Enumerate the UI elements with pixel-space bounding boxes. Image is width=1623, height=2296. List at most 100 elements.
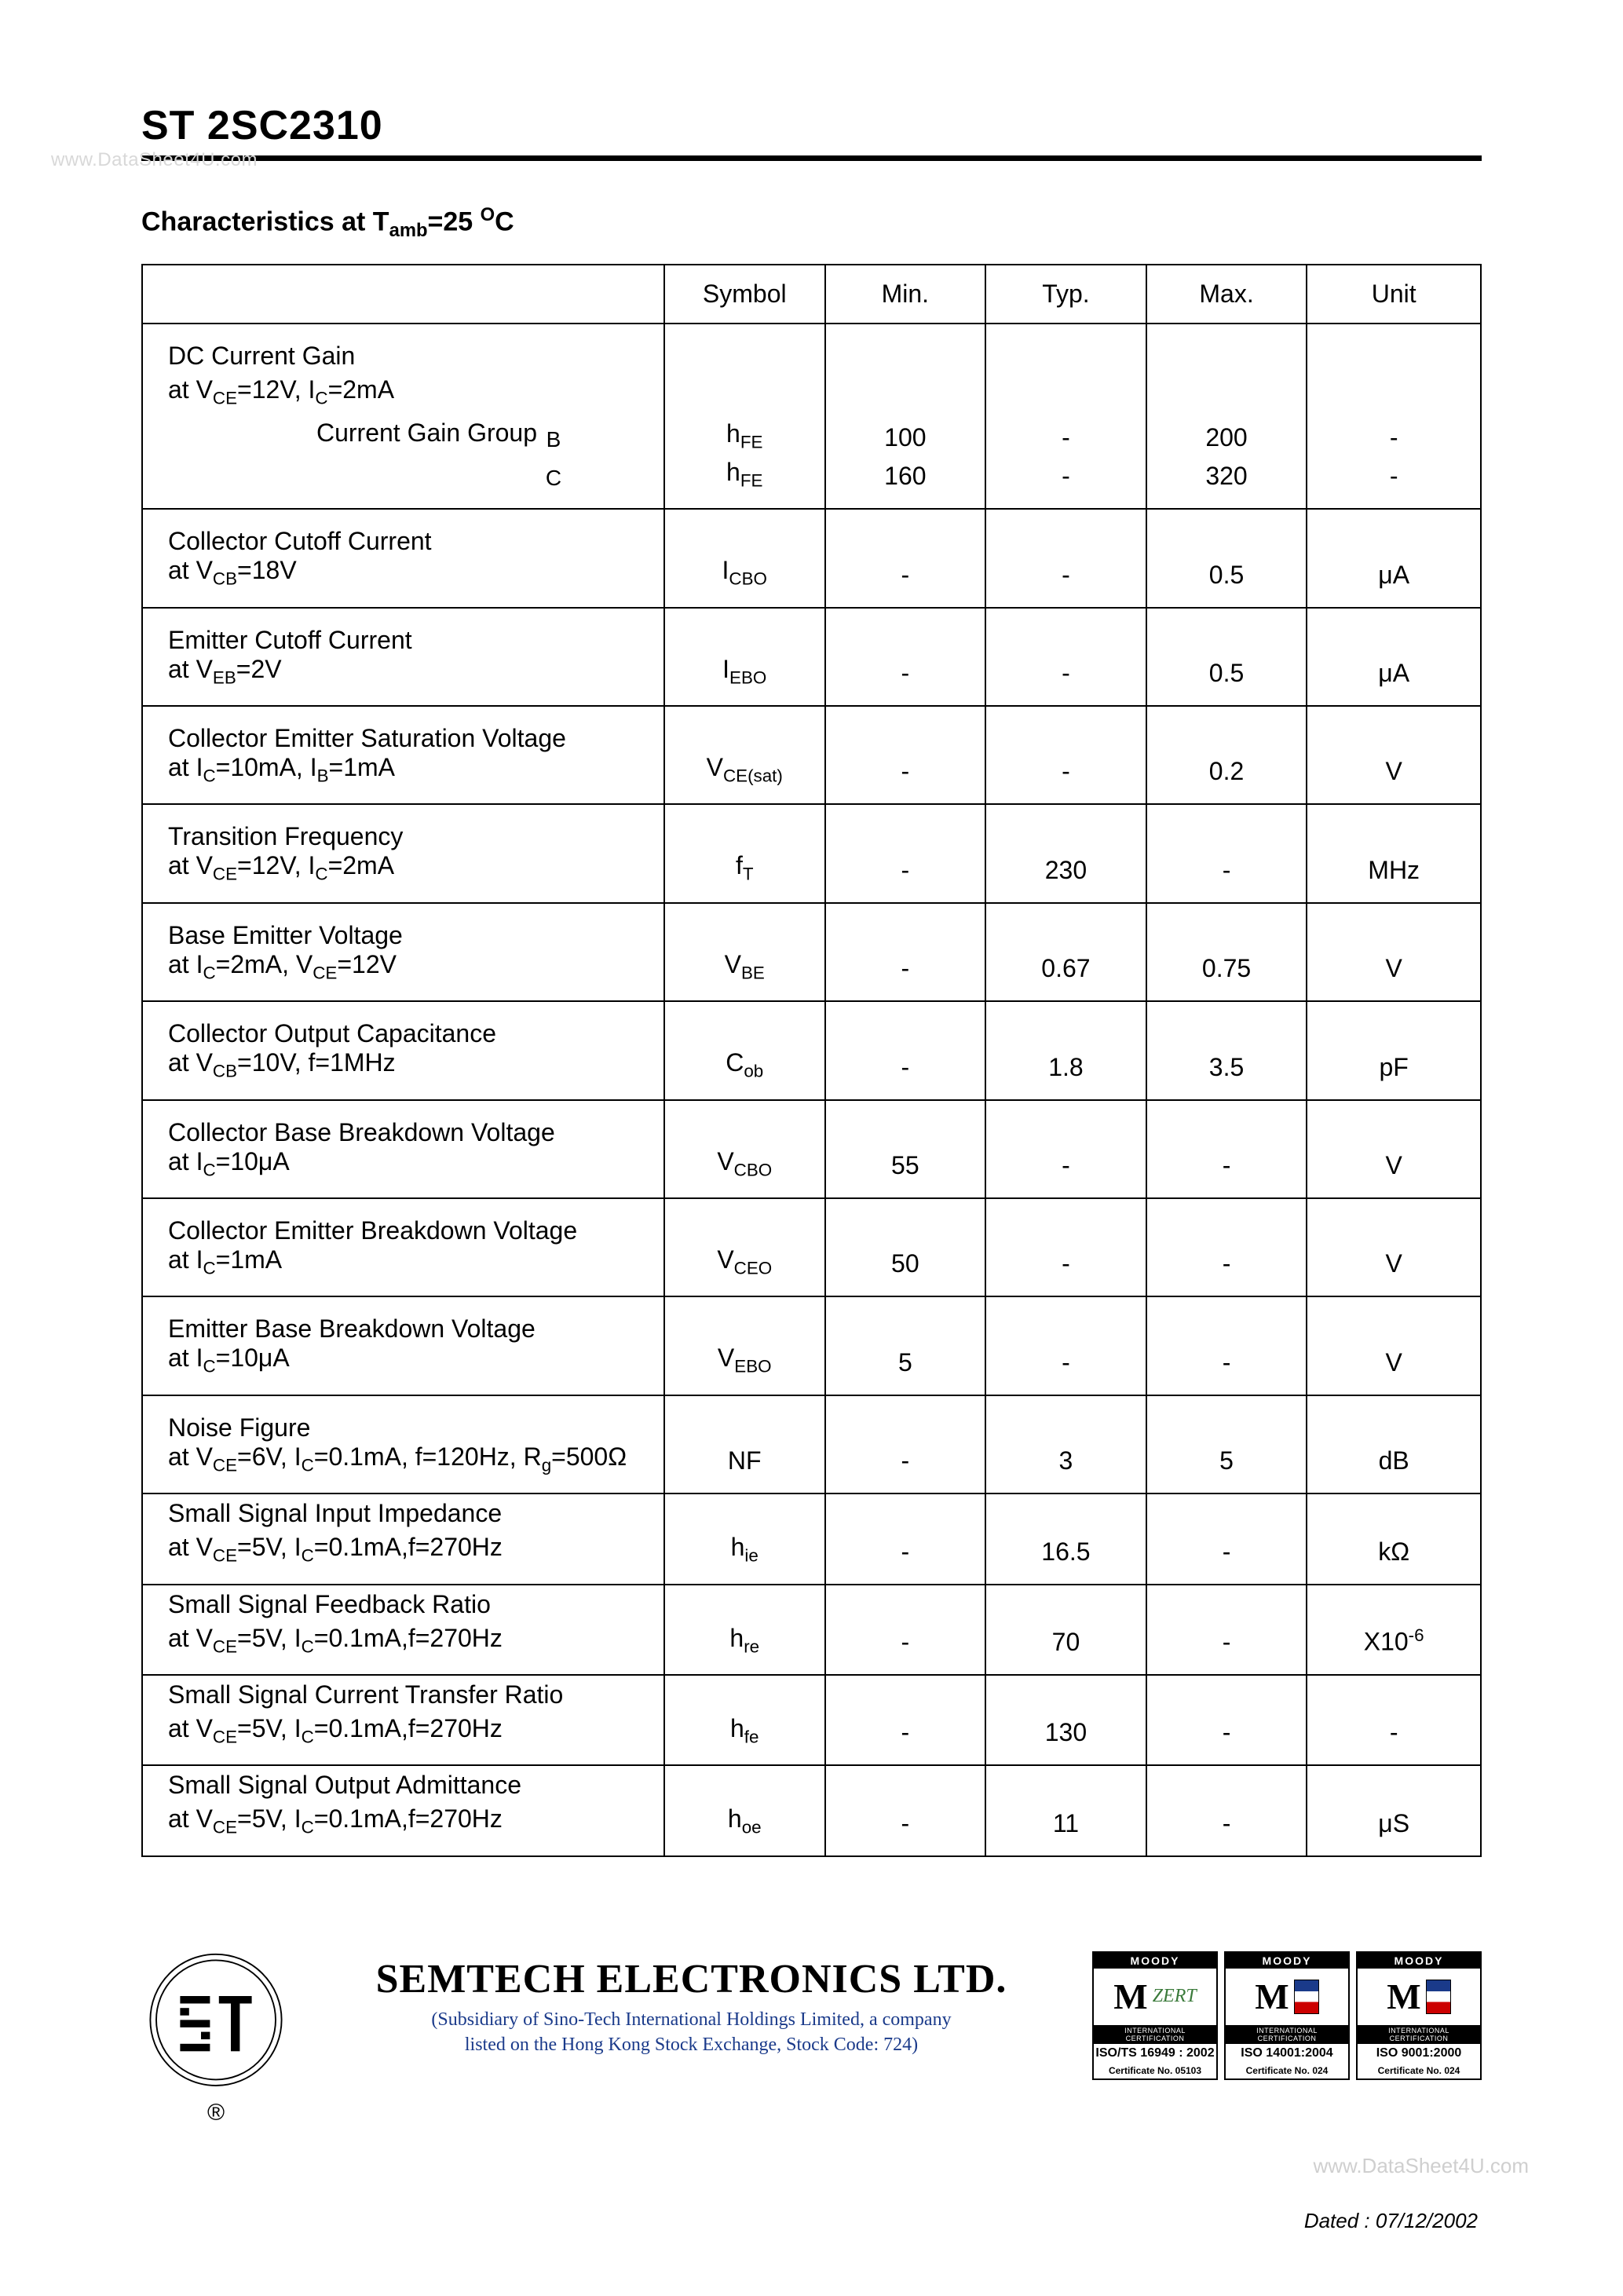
cell-unit: μA — [1307, 556, 1481, 607]
cell-symbol — [664, 1198, 825, 1245]
cell-symbol: IEBO — [664, 655, 825, 706]
table-row: at VEB=2VIEBO--0.5μA — [142, 655, 1481, 706]
table-row: Collector Emitter Saturation Voltage — [142, 706, 1481, 753]
cell-symbol — [664, 903, 825, 950]
cell-parameter: at IC=10μA — [142, 1147, 664, 1198]
cell-parameter: Collector Emitter Saturation Voltage — [142, 706, 664, 753]
cell-min — [825, 804, 986, 851]
cell-parameter: Collector Emitter Breakdown Voltage — [142, 1198, 664, 1245]
cell-typ — [985, 371, 1146, 413]
cell-max: - — [1146, 1245, 1307, 1296]
cell-unit — [1307, 371, 1481, 413]
cell-typ — [985, 1675, 1146, 1714]
cell-typ: - — [985, 414, 1146, 457]
cell-parameter: at VCB=18V — [142, 556, 664, 607]
cell-parameter: at VEB=2V — [142, 655, 664, 706]
cell-unit: V — [1307, 1147, 1481, 1198]
cell-symbol — [664, 608, 825, 655]
cell-symbol: hoe — [664, 1804, 825, 1855]
col-typ: Typ. — [985, 265, 1146, 324]
cell-max: 0.5 — [1146, 655, 1307, 706]
table-row: Transition Frequency — [142, 804, 1481, 851]
company-sub-line2: listed on the Hong Kong Stock Exchange, … — [465, 2035, 918, 2055]
cell-min: 100 — [825, 414, 986, 457]
cell-parameter: at VCE=5V, IC=0.1mA,f=270Hz — [142, 1714, 664, 1765]
cell-parameter: Noise Figure — [142, 1395, 664, 1442]
cell-typ — [985, 324, 1146, 371]
table-row: DC Current Gain — [142, 324, 1481, 371]
cell-symbol: hFE — [664, 414, 825, 457]
cell-max: 5 — [1146, 1442, 1307, 1493]
cell-min: 160 — [825, 457, 986, 509]
cell-unit — [1307, 1585, 1481, 1624]
cell-typ — [985, 1296, 1146, 1344]
cell-min: - — [825, 1624, 986, 1675]
cell-max — [1146, 804, 1307, 851]
cell-min — [825, 608, 986, 655]
dated-line: Dated : 07/12/2002 — [1304, 2209, 1478, 2233]
cell-min — [825, 1493, 986, 1533]
cell-min — [825, 903, 986, 950]
cell-min — [825, 1001, 986, 1048]
cell-min — [825, 371, 986, 413]
cell-symbol — [664, 371, 825, 413]
cell-max: - — [1146, 1714, 1307, 1765]
cell-typ: 3 — [985, 1442, 1146, 1493]
table-row: Small Signal Input Impedance — [142, 1493, 1481, 1533]
cell-typ — [985, 1493, 1146, 1533]
cell-max — [1146, 1001, 1307, 1048]
cell-max — [1146, 1765, 1307, 1804]
table-row: Current Gain GroupBhFE100-200- — [142, 414, 1481, 457]
cell-typ: - — [985, 655, 1146, 706]
cell-max — [1146, 706, 1307, 753]
cell-min — [825, 1100, 986, 1147]
datasheet-page: www.DataSheet4U.com ST 2SC2310 Character… — [0, 0, 1623, 2296]
cell-symbol — [664, 706, 825, 753]
part-number: ST 2SC2310 — [141, 102, 1482, 149]
cell-min: - — [825, 556, 986, 607]
cell-unit — [1307, 1493, 1481, 1533]
table-row: Base Emitter Voltage — [142, 903, 1481, 950]
cell-unit: - — [1307, 457, 1481, 509]
cell-unit — [1307, 1675, 1481, 1714]
cell-symbol — [664, 509, 825, 556]
table-row: ChFE160-320- — [142, 457, 1481, 509]
company-name: SEMTECH ELECTRONICS LTD. — [314, 1956, 1069, 2002]
cell-min — [825, 1296, 986, 1344]
cell-max: 3.5 — [1146, 1048, 1307, 1099]
cell-typ — [985, 706, 1146, 753]
cell-symbol: NF — [664, 1442, 825, 1493]
table-row: at IC=10μAVEBO5--V — [142, 1344, 1481, 1395]
cell-parameter: at VCE=5V, IC=0.1mA,f=270Hz — [142, 1624, 664, 1675]
cell-unit: dB — [1307, 1442, 1481, 1493]
cell-symbol: hie — [664, 1533, 825, 1584]
cell-min: - — [825, 1804, 986, 1855]
cell-max — [1146, 1100, 1307, 1147]
cell-typ — [985, 1100, 1146, 1147]
cell-max: 0.2 — [1146, 753, 1307, 804]
cell-parameter: Small Signal Feedback Ratio — [142, 1585, 664, 1624]
cell-unit — [1307, 903, 1481, 950]
header-rule — [141, 155, 1482, 161]
cell-unit: pF — [1307, 1048, 1481, 1099]
cell-max — [1146, 371, 1307, 413]
cell-typ: 1.8 — [985, 1048, 1146, 1099]
table-row: at VCE=12V, IC=2mAfT-230-MHz — [142, 851, 1481, 902]
cell-min: 55 — [825, 1147, 986, 1198]
cell-unit — [1307, 1765, 1481, 1804]
footer-center: SEMTECH ELECTRONICS LTD. (Subsidiary of … — [314, 1951, 1069, 2058]
table-row: Emitter Base Breakdown Voltage — [142, 1296, 1481, 1344]
cell-typ: - — [985, 1147, 1146, 1198]
cell-min: - — [825, 753, 986, 804]
cell-typ: - — [985, 556, 1146, 607]
cell-min: - — [825, 950, 986, 1001]
cell-typ: 16.5 — [985, 1533, 1146, 1584]
cell-min — [825, 706, 986, 753]
cell-max — [1146, 903, 1307, 950]
company-sub-line1: (Subsidiary of Sino-Tech International H… — [431, 2009, 951, 2030]
cell-max: - — [1146, 1624, 1307, 1675]
cell-symbol — [664, 1493, 825, 1533]
cell-typ — [985, 1001, 1146, 1048]
cell-typ: - — [985, 753, 1146, 804]
cell-symbol — [664, 1585, 825, 1624]
